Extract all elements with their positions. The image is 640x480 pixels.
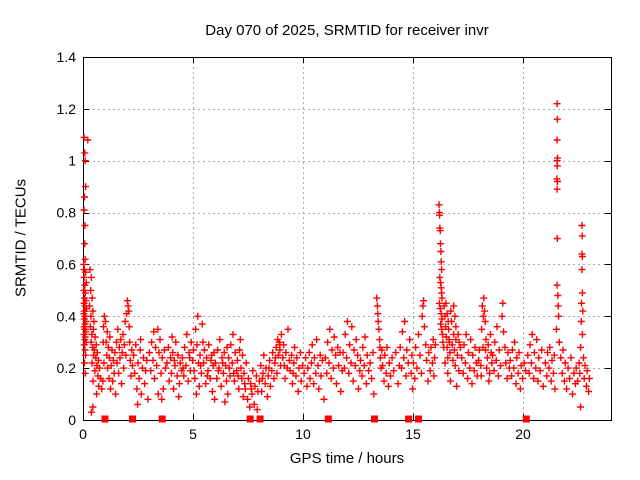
y-tick-label: 0.6	[57, 256, 77, 272]
tick-labels: 0 5 10 15 20 0 0.2 0.4 0.6 0.8 1 1.2 1.4	[57, 49, 531, 442]
x-tick-label: 10	[295, 426, 311, 442]
chart-title: Day 070 of 2025, SRMTID for receiver inv…	[205, 22, 489, 39]
plot-border	[83, 57, 612, 421]
zero-value-markers	[101, 415, 530, 423]
y-tick-label: 0.8	[57, 205, 77, 221]
y-tick-label: 1	[68, 153, 76, 169]
x-tick-label: 0	[79, 426, 87, 442]
x-tick-label: 15	[405, 426, 421, 442]
zero-square-marker	[129, 415, 136, 423]
x-tick-label: 5	[189, 426, 197, 442]
y-tick-label: 1.2	[57, 101, 77, 117]
zero-square-marker	[371, 415, 378, 423]
zero-square-marker	[101, 415, 109, 423]
y-tick-label: 0	[68, 412, 76, 428]
zero-square-marker	[522, 415, 530, 423]
zero-square-marker	[415, 415, 422, 423]
x-tick-label: 20	[515, 426, 531, 442]
zero-square-marker	[246, 415, 254, 423]
zero-square-marker	[256, 415, 264, 423]
x-axis-label: GPS time / hours	[289, 450, 405, 467]
y-tick-label: 1.4	[57, 49, 77, 65]
zero-square-marker	[405, 415, 413, 423]
y-tick-label: 0.4	[57, 308, 77, 324]
zero-square-marker	[324, 415, 332, 423]
zero-square-marker	[158, 415, 166, 423]
gridlines	[83, 57, 611, 420]
scatter-points	[80, 100, 593, 416]
y-tick-label: 0.2	[57, 360, 77, 376]
